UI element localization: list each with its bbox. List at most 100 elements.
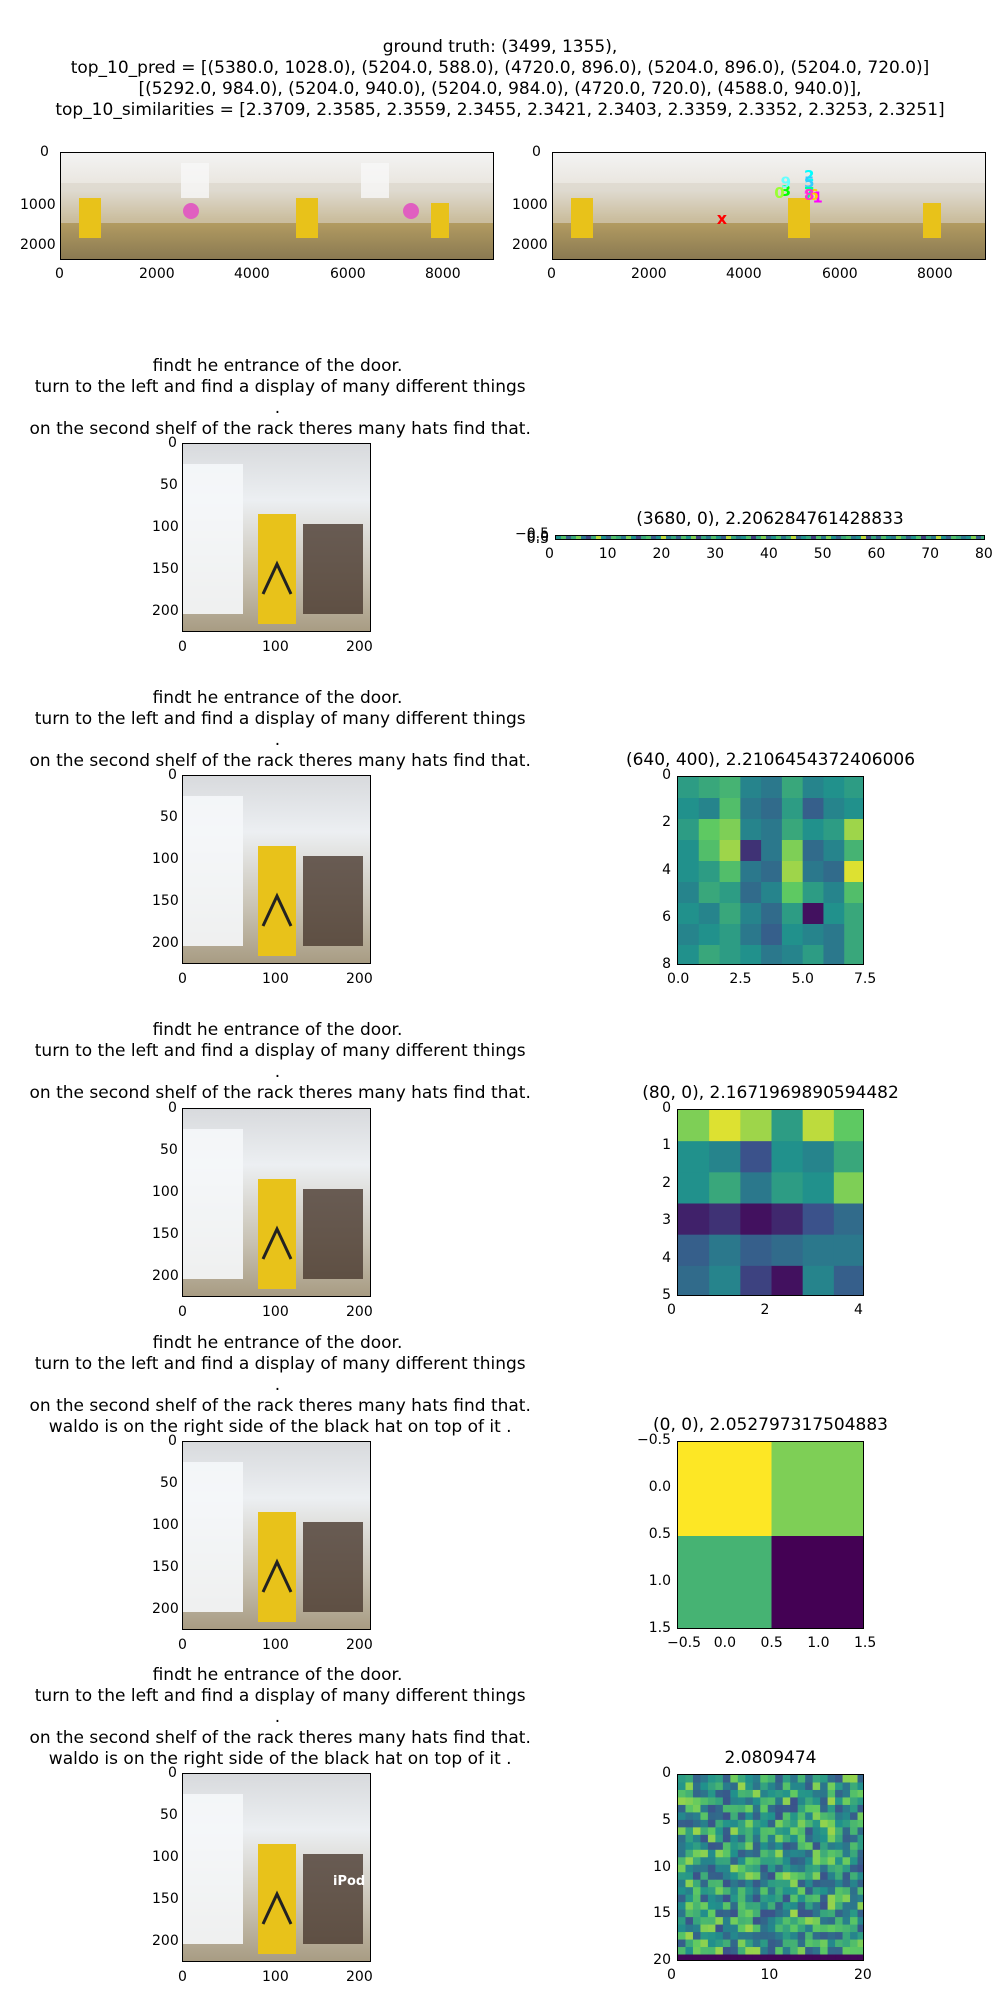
heatmap-cell (707, 1879, 716, 1888)
heatmap-cell (760, 1819, 769, 1828)
heatmap-cell (740, 1203, 772, 1236)
heatmap-cell (745, 1819, 754, 1828)
heatmap-cell (715, 1917, 724, 1926)
heatmap-cell (761, 882, 783, 904)
heatmap-cell (707, 1894, 716, 1903)
heatmap-cell (671, 536, 677, 539)
heatmap-cell (775, 1782, 784, 1791)
heatmap-cell (760, 1932, 769, 1941)
heatmap-cell (740, 798, 762, 820)
heatmap-cell (805, 1857, 814, 1866)
heatmap-cell (685, 1894, 694, 1903)
heatmap-cell (678, 1939, 686, 1948)
heatmap-cell (698, 840, 721, 862)
view-xtick: 100 (262, 971, 289, 987)
heatmap-cell (740, 882, 762, 904)
heatmap-cell (685, 1924, 694, 1933)
heatmap-cell (816, 536, 822, 539)
heatmap-cell (781, 924, 804, 946)
heatmap-cell (722, 1827, 731, 1836)
heatmap-cell (831, 536, 837, 539)
heatmap-cell (709, 1141, 741, 1173)
heatmap-cell (740, 819, 762, 841)
heatmap-cell (678, 1857, 686, 1866)
heatmap-xtick: 30 (706, 546, 725, 562)
heatmap-cell (782, 1887, 791, 1896)
heatmap-cell (760, 1797, 769, 1806)
heatmap-cell (857, 1902, 863, 1911)
heatmap-cell (805, 1902, 814, 1911)
heatmap-title: (640, 400), 2.2106454372406006 (625, 750, 916, 770)
heatmap-cell (812, 1789, 821, 1798)
heatmap-cell (730, 1887, 739, 1896)
heatmap-cell (678, 1536, 772, 1628)
heatmap-cell (746, 536, 752, 539)
heatmap-cell (827, 1834, 836, 1843)
heatmap-cell (835, 1827, 844, 1836)
heatmap-cell (835, 1939, 844, 1948)
heatmap-ytick: 2 (662, 1174, 671, 1191)
heatmap-cell (835, 1842, 844, 1851)
heatmap-cell (700, 1789, 709, 1798)
heatmap-cell (700, 1879, 709, 1888)
heatmap-cell (730, 1939, 739, 1948)
heatmap-cell (775, 1775, 784, 1783)
heatmap-cell (790, 1827, 799, 1836)
header-line-2: top_10_pred = [(5380.0, 1028.0), (5204.0… (70, 58, 930, 78)
heatmap-cell (820, 1954, 829, 1960)
heatmap-cell (730, 1819, 739, 1828)
heatmap-xtick: 10 (598, 546, 617, 562)
heatmap-cell (707, 1939, 716, 1948)
heatmap-cell (715, 1947, 724, 1956)
heatmap-cell (833, 1110, 863, 1142)
heatmap-cell (692, 1887, 701, 1896)
view-ytick: 200 (152, 1601, 179, 1617)
heatmap-cell (797, 1939, 806, 1948)
view-ytick: 100 (152, 1517, 179, 1533)
heatmap-cell (707, 1902, 716, 1911)
heatmap (677, 1774, 864, 1961)
view-image (182, 775, 371, 964)
heatmap-cell (760, 1902, 769, 1911)
heatmap-cell (707, 1827, 716, 1836)
ground-truth-marker: x (717, 209, 728, 228)
heatmap-cell (790, 1864, 799, 1873)
heatmap-cell (802, 1234, 835, 1267)
heatmap-cell (797, 1827, 806, 1836)
heatmap-cell (730, 1902, 739, 1911)
heatmap-cell (790, 1902, 799, 1911)
view-ytick: 150 (152, 1226, 179, 1242)
heatmap-cell (692, 1849, 701, 1858)
heatmap-xtick: 50 (813, 546, 832, 562)
heatmap-cell (767, 1834, 776, 1843)
heatmap-cell (820, 1887, 829, 1896)
heatmap-cell (737, 1812, 746, 1821)
heatmap-cell (842, 1924, 851, 1933)
heatmap-cell (926, 536, 932, 539)
heatmap-cell (782, 1932, 791, 1941)
view-xtick: 0 (178, 1969, 187, 1985)
heatmap-cell (775, 1812, 784, 1821)
heatmap-cell (678, 819, 700, 841)
heatmap-cell (812, 1894, 821, 1903)
heatmap-cell (692, 1954, 701, 1960)
heatmap-cell (751, 536, 757, 539)
pano2-xtick: 6000 (822, 266, 858, 282)
heatmap-cell (782, 1812, 791, 1821)
heatmap-cell (700, 1849, 709, 1858)
heatmap-ytick: −0.5 (515, 526, 549, 542)
heatmap-cell (767, 1924, 776, 1933)
heatmap-cell (722, 1775, 731, 1783)
heatmap-cell (782, 1849, 791, 1858)
heatmap-cell (678, 1894, 686, 1903)
prediction-label: 3 (781, 182, 791, 200)
heatmap-cell (745, 1812, 754, 1821)
heatmap-cell (700, 1842, 709, 1851)
heatmap-cell (827, 1954, 836, 1960)
heatmap-cell (678, 1442, 772, 1537)
heatmap-cell (611, 536, 617, 539)
heatmap-ytick: 5 (662, 1287, 671, 1303)
heatmap-cell (805, 1909, 814, 1918)
heatmap-cell (692, 1902, 701, 1911)
heatmap-cell (692, 1857, 701, 1866)
